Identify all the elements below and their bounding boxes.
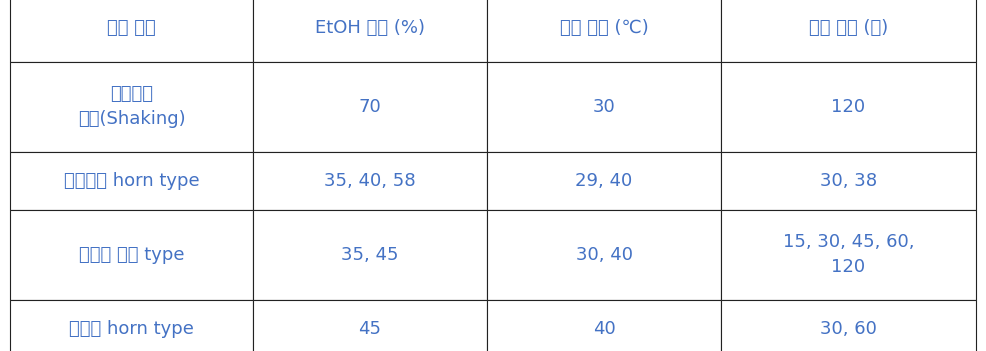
Text: 실험실용 horn type: 실험실용 horn type [64, 172, 199, 190]
Bar [253, 299, 487, 351]
Text: 30, 38: 30, 38 [820, 172, 878, 190]
Bar [10, 299, 253, 351]
Text: EtOH 함량 (%): EtOH 함량 (%) [315, 19, 425, 37]
Bar [10, 61, 253, 152]
Text: 일반적인
방법(Shaking): 일반적인 방법(Shaking) [78, 85, 185, 128]
Bar [253, 210, 487, 299]
Bar [487, 299, 721, 351]
Bar [10, 152, 253, 210]
Bar [253, 61, 487, 152]
Text: 29, 40: 29, 40 [576, 172, 633, 190]
Bar [721, 152, 976, 210]
Bar [10, 210, 253, 299]
Text: 추출 시간 (분): 추출 시간 (분) [809, 19, 888, 37]
Bar [253, 0, 487, 61]
Bar [721, 61, 976, 152]
Bar [721, 210, 976, 299]
Text: 연속식 단자 type: 연속식 단자 type [79, 245, 184, 264]
Text: 15, 30, 45, 60,
120: 15, 30, 45, 60, 120 [783, 233, 914, 276]
Bar [487, 0, 721, 61]
Text: 45: 45 [359, 319, 382, 338]
Bar [487, 152, 721, 210]
Bar [253, 152, 487, 210]
Bar [721, 299, 976, 351]
Bar [10, 0, 253, 61]
Bar [487, 210, 721, 299]
Bar [721, 0, 976, 61]
Text: 추출 온도 (℃): 추출 온도 (℃) [560, 19, 649, 37]
Text: 35, 45: 35, 45 [341, 245, 398, 264]
Text: 30, 60: 30, 60 [820, 319, 877, 338]
Text: 30, 40: 30, 40 [576, 245, 632, 264]
Bar [487, 61, 721, 152]
Text: 70: 70 [359, 98, 382, 115]
Text: 추출 방법: 추출 방법 [107, 19, 156, 37]
Text: 연속식 horn type: 연속식 horn type [69, 319, 194, 338]
Text: 40: 40 [593, 319, 615, 338]
Text: 120: 120 [831, 98, 866, 115]
Text: 30: 30 [593, 98, 615, 115]
Text: 35, 40, 58: 35, 40, 58 [324, 172, 416, 190]
